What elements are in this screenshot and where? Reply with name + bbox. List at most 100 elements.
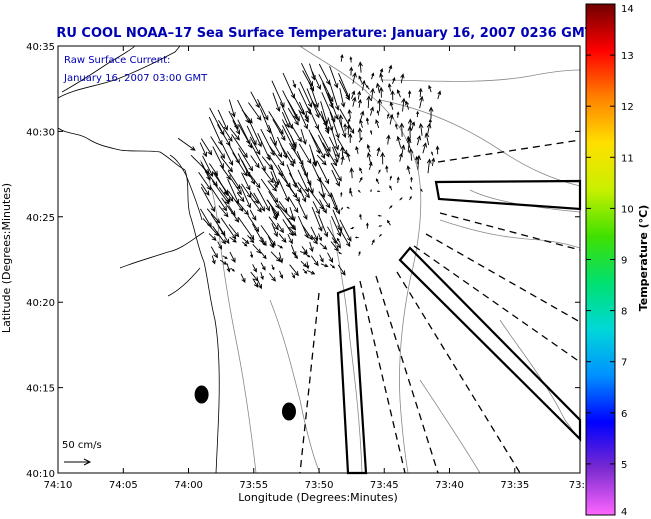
current-vector (376, 190, 381, 193)
current-vector (279, 102, 293, 130)
colorbar-ticks: 4 5 6 7 8 9 10 11 12 13 14 (586, 3, 634, 518)
current-vector (420, 188, 423, 193)
current-vector (236, 192, 245, 203)
current-vector (338, 117, 347, 139)
x-tick-label: 73:40 (435, 480, 464, 491)
x-tick-label: 73:50 (305, 480, 334, 491)
current-vector (306, 261, 310, 270)
current-vector (208, 233, 217, 242)
current-vector (329, 66, 339, 89)
current-vector (327, 92, 339, 120)
current-vector (357, 189, 361, 193)
current-vector (280, 144, 295, 167)
current-vector (419, 95, 424, 109)
current-vector (322, 82, 334, 109)
x-axis-ticks: 74:10 74:05 74:00 73:55 73:50 73:45 73:40 73:35… (44, 46, 591, 491)
current-vector (318, 191, 331, 209)
current-vector (282, 218, 294, 237)
current-vector (370, 87, 375, 102)
current-vector (217, 109, 228, 131)
current-vector (338, 251, 342, 255)
current-vector (365, 117, 370, 125)
current-vector (330, 192, 341, 215)
current-vector (240, 273, 246, 284)
current-vector (277, 178, 290, 203)
current-vector (398, 152, 403, 162)
current-vector (328, 81, 340, 111)
current-vector (416, 110, 420, 118)
current-vector (310, 235, 318, 245)
current-vector (249, 209, 257, 221)
current-vector (286, 150, 296, 165)
current-vector (231, 134, 248, 159)
chart-title: RU COOL NOAA–17 Sea Surface Temperature:… (56, 26, 593, 41)
current-vector (396, 176, 400, 183)
x-axis-label: Longitude (Degrees:Minutes) (238, 491, 398, 504)
y-tick-label: 40:25 (26, 213, 55, 224)
current-vector (252, 264, 257, 273)
current-vector (348, 132, 353, 143)
current-vector (354, 236, 359, 239)
current-vector (338, 79, 350, 101)
colorbar-tick-label: 8 (621, 307, 627, 318)
current-vector (422, 142, 428, 154)
current-vector (375, 119, 380, 129)
current-vector (279, 206, 294, 221)
current-vector (242, 241, 248, 247)
current-vector (200, 186, 215, 213)
colorbar-tick-label: 4 (621, 507, 627, 518)
current-vector (229, 251, 236, 263)
current-vector (340, 53, 344, 62)
current-vector (331, 237, 337, 244)
current-vector (409, 195, 412, 201)
annotation-line-1: Raw Surface Current: (64, 55, 170, 66)
current-vector (200, 138, 213, 156)
current-vector (257, 98, 269, 121)
x-tick-label: 74:10 (44, 480, 73, 491)
current-vector (269, 146, 285, 167)
current-vector (260, 271, 264, 281)
current-vector (250, 91, 260, 109)
current-vector (311, 206, 323, 232)
current-vector (339, 108, 355, 134)
plot-area (58, 46, 580, 473)
current-vector (248, 102, 262, 121)
current-vector (343, 123, 347, 132)
current-vector (300, 190, 307, 203)
current-vector (228, 205, 236, 217)
current-vector (327, 226, 341, 249)
current-vector (399, 122, 405, 137)
current-vector (270, 164, 280, 186)
buoy-marker (194, 385, 209, 404)
current-vector (206, 208, 221, 224)
colorbar-tick-label: 11 (621, 153, 634, 164)
current-vector (217, 241, 222, 250)
current-vector (297, 169, 309, 193)
current-vector (341, 206, 343, 211)
current-vector (241, 237, 250, 245)
current-vector (292, 251, 299, 259)
current-vector (318, 233, 322, 242)
current-vector (336, 237, 341, 243)
current-vector (230, 178, 242, 196)
current-vector (389, 113, 394, 125)
current-vector (238, 147, 254, 172)
current-vector (328, 136, 340, 159)
current-vector (199, 142, 207, 158)
current-vector (377, 98, 383, 112)
colorbar-tick-label: 13 (621, 51, 634, 62)
current-vector (368, 161, 373, 170)
current-vector (346, 206, 350, 209)
current-vector (322, 142, 338, 167)
current-vector (302, 70, 315, 92)
current-vector (220, 156, 234, 173)
current-vector (252, 278, 259, 288)
current-vector (290, 135, 297, 150)
current-vector (389, 185, 393, 191)
current-vector (428, 84, 432, 93)
current-vector (311, 71, 321, 91)
current-vector (428, 106, 434, 119)
current-vector (202, 155, 214, 177)
current-vector (378, 225, 382, 227)
current-vector (240, 185, 251, 209)
